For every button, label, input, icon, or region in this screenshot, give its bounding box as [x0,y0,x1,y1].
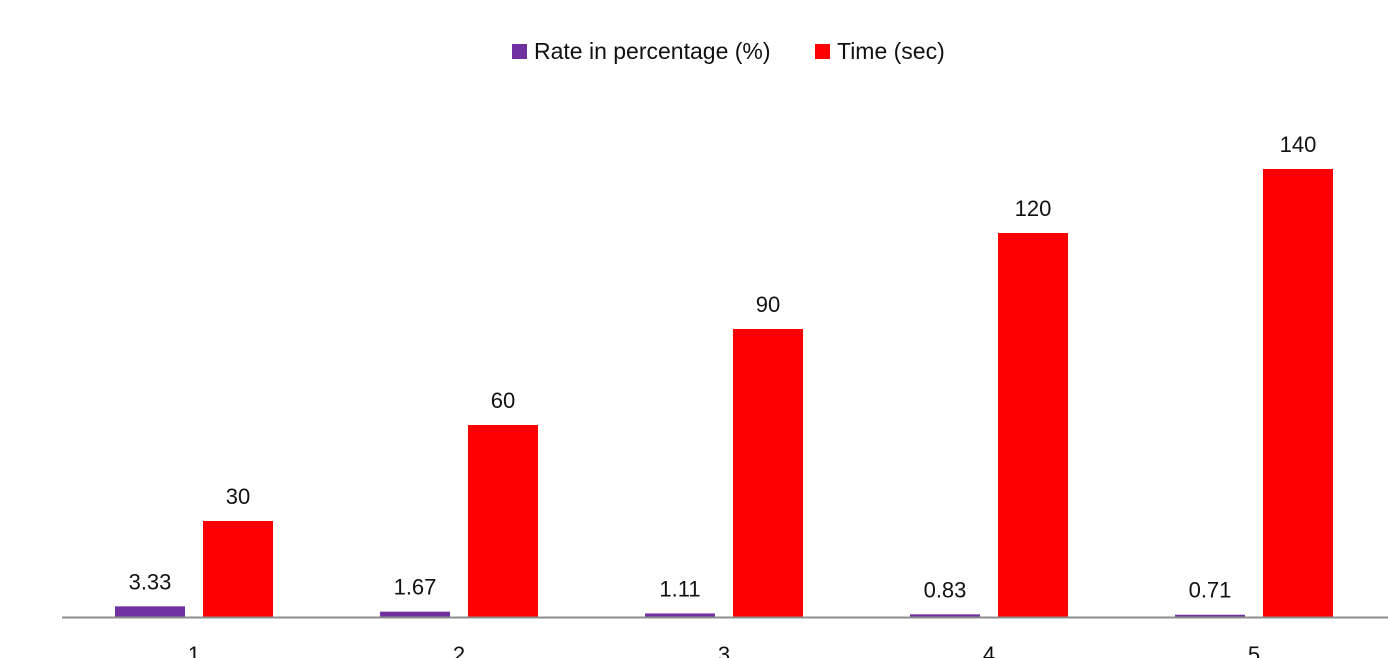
bar-rate-2 [380,611,450,617]
data-label-rate-4: 0.83 [924,577,967,602]
bar-labels-group: 3.33 30 1.67 60 1.11 90 0.83 120 0.71 140 [129,132,1317,603]
data-label-time-4: 120 [1015,196,1052,221]
data-label-rate-5: 0.71 [1189,578,1232,603]
x-tick-label-4: 4 [983,642,995,658]
legend-swatch-time [815,43,830,59]
bar-rate-4 [910,614,980,617]
bar-time-1 [203,521,273,617]
legend-label-rate: Rate in percentage (%) [534,37,771,64]
x-tick-label-3: 3 [718,642,730,658]
bar-rate-1 [115,606,185,617]
data-label-time-3: 90 [756,292,780,317]
bar-rate-3 [645,613,715,617]
bar-rate-5 [1175,614,1245,617]
bar-time-5 [1263,169,1333,617]
x-tick-labels-group: 1 2 3 4 5 [188,642,1260,658]
bar-time-2 [468,425,538,617]
data-label-rate-1: 3.33 [129,569,172,594]
data-label-time-2: 60 [491,388,515,413]
x-tick-label-1: 1 [188,642,200,658]
x-tick-label-2: 2 [453,642,465,658]
legend-swatch-rate [512,43,527,59]
data-label-rate-3: 1.11 [659,576,700,601]
bars-group [115,169,1333,617]
legend-item-time: Time (sec) [815,36,945,66]
data-label-time-5: 140 [1280,132,1317,157]
legend-item-rate: Rate in percentage (%) [512,36,771,66]
data-label-time-1: 30 [226,484,250,509]
legend-label-time: Time (sec) [837,37,945,64]
data-label-rate-2: 1.67 [394,575,437,600]
bar-time-4 [998,233,1068,617]
x-tick-label-5: 5 [1248,642,1260,658]
bar-time-3 [733,329,803,617]
